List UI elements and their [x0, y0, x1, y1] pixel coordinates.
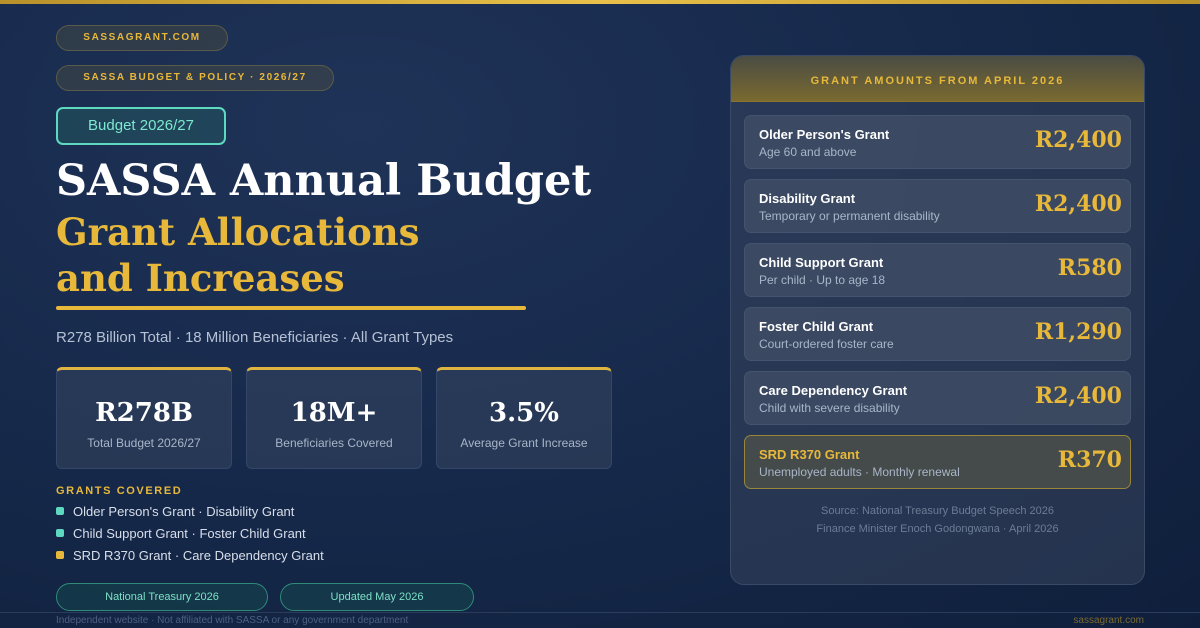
grant-name: Disability Grant — [759, 191, 856, 206]
footer-site: sassagrant.com — [1073, 615, 1144, 626]
bullet — [56, 551, 64, 559]
source-line: Source: National Treasury Budget Speech … — [821, 505, 1054, 517]
grant-panel: GRANT AMOUNTS FROM APRIL 2026 Older Pers… — [730, 55, 1145, 585]
grant-row: Older Person's Grant Age 60 and above R2,4… — [744, 115, 1131, 169]
grant-row: Child Support Grant Per child · Up to age… — [744, 243, 1131, 297]
stat-card: 3.5% Average Grant Increase — [436, 367, 612, 469]
grant-row: Foster Child Grant Court-ordered foster c… — [744, 307, 1131, 361]
badge: Budget 2026/27 — [56, 107, 226, 145]
grant-name: SRD R370 Grant — [759, 447, 860, 462]
grant-row: Care Dependency Grant Child with severe d… — [744, 371, 1131, 425]
grant-detail: Unemployed adults · Monthly renewal — [759, 465, 960, 479]
grant-covered-item: Older Person's Grant · Disability Grant — [56, 504, 294, 519]
grant-row: Disability Grant Temporary or permanent d… — [744, 179, 1131, 233]
grant-amount: R2,400 — [1034, 127, 1122, 153]
footer-pill: Updated May 2026 — [280, 583, 474, 611]
grant-detail: Per child · Up to age 18 — [759, 273, 886, 287]
grant-amount: R1,290 — [1034, 319, 1122, 345]
item-text: Child Support Grant · Foster Child Grant — [73, 526, 306, 541]
grant-covered-item: SRD R370 Grant · Care Dependency Grant — [56, 548, 324, 563]
subtitle-line: Grant Allocations — [56, 210, 420, 254]
disclaimer: Independent website · Not affiliated wit… — [56, 615, 409, 626]
site-pill: SASSAGRANT.COM — [56, 25, 228, 51]
bullet — [56, 529, 64, 537]
stat-label: Average Grant Increase — [460, 436, 588, 450]
stat-card: 18M+ Beneficiaries Covered — [246, 367, 422, 469]
footer-pill: National Treasury 2026 — [56, 583, 268, 611]
grants-covered-heading: GRANTS COVERED — [56, 485, 183, 497]
grant-detail: Temporary or permanent disability — [759, 209, 940, 223]
grant-detail: Age 60 and above — [759, 145, 857, 159]
bullet — [56, 507, 64, 515]
panel-heading: GRANT AMOUNTS FROM APRIL 2026 — [731, 56, 1144, 102]
grant-name: Foster Child Grant — [759, 319, 874, 334]
grant-covered-item: Child Support Grant · Foster Child Grant — [56, 526, 306, 541]
title: SASSA Annual Budget — [56, 156, 592, 206]
grant-name: Older Person's Grant — [759, 127, 890, 142]
top-accent — [0, 0, 1200, 4]
grant-name: Care Dependency Grant — [759, 383, 908, 398]
stat-label: Total Budget 2026/27 — [87, 436, 201, 450]
stat-value: R278B — [95, 398, 193, 428]
footer-rule — [0, 612, 1200, 613]
grant-name: Child Support Grant — [759, 255, 884, 270]
subtitle-line: and Increases — [56, 256, 345, 300]
stat-value: 3.5% — [489, 398, 559, 428]
stat-card: R278B Total Budget 2026/27 — [56, 367, 232, 469]
category-pill: SASSA BUDGET & POLICY · 2026/27 — [56, 65, 334, 91]
grant-amount: R370 — [1057, 447, 1122, 473]
grant-amount: R2,400 — [1034, 383, 1122, 409]
tagline: R278 Billion Total · 18 Million Benefici… — [56, 329, 454, 346]
source-line: Finance Minister Enoch Godongwana · Apri… — [816, 523, 1059, 535]
grant-row: SRD R370 Grant Unemployed adults · Monthl… — [744, 435, 1131, 489]
item-text: Older Person's Grant · Disability Grant — [73, 504, 295, 519]
stat-value: 18M+ — [290, 398, 378, 428]
grant-amount: R2,400 — [1034, 191, 1122, 217]
title-rule — [56, 306, 526, 310]
item-text: SRD R370 Grant · Care Dependency Grant — [73, 548, 324, 563]
grant-amount: R580 — [1057, 255, 1122, 281]
grant-detail: Court-ordered foster care — [759, 337, 894, 351]
stat-label: Beneficiaries Covered — [275, 436, 393, 450]
grant-detail: Child with severe disability — [759, 401, 900, 415]
